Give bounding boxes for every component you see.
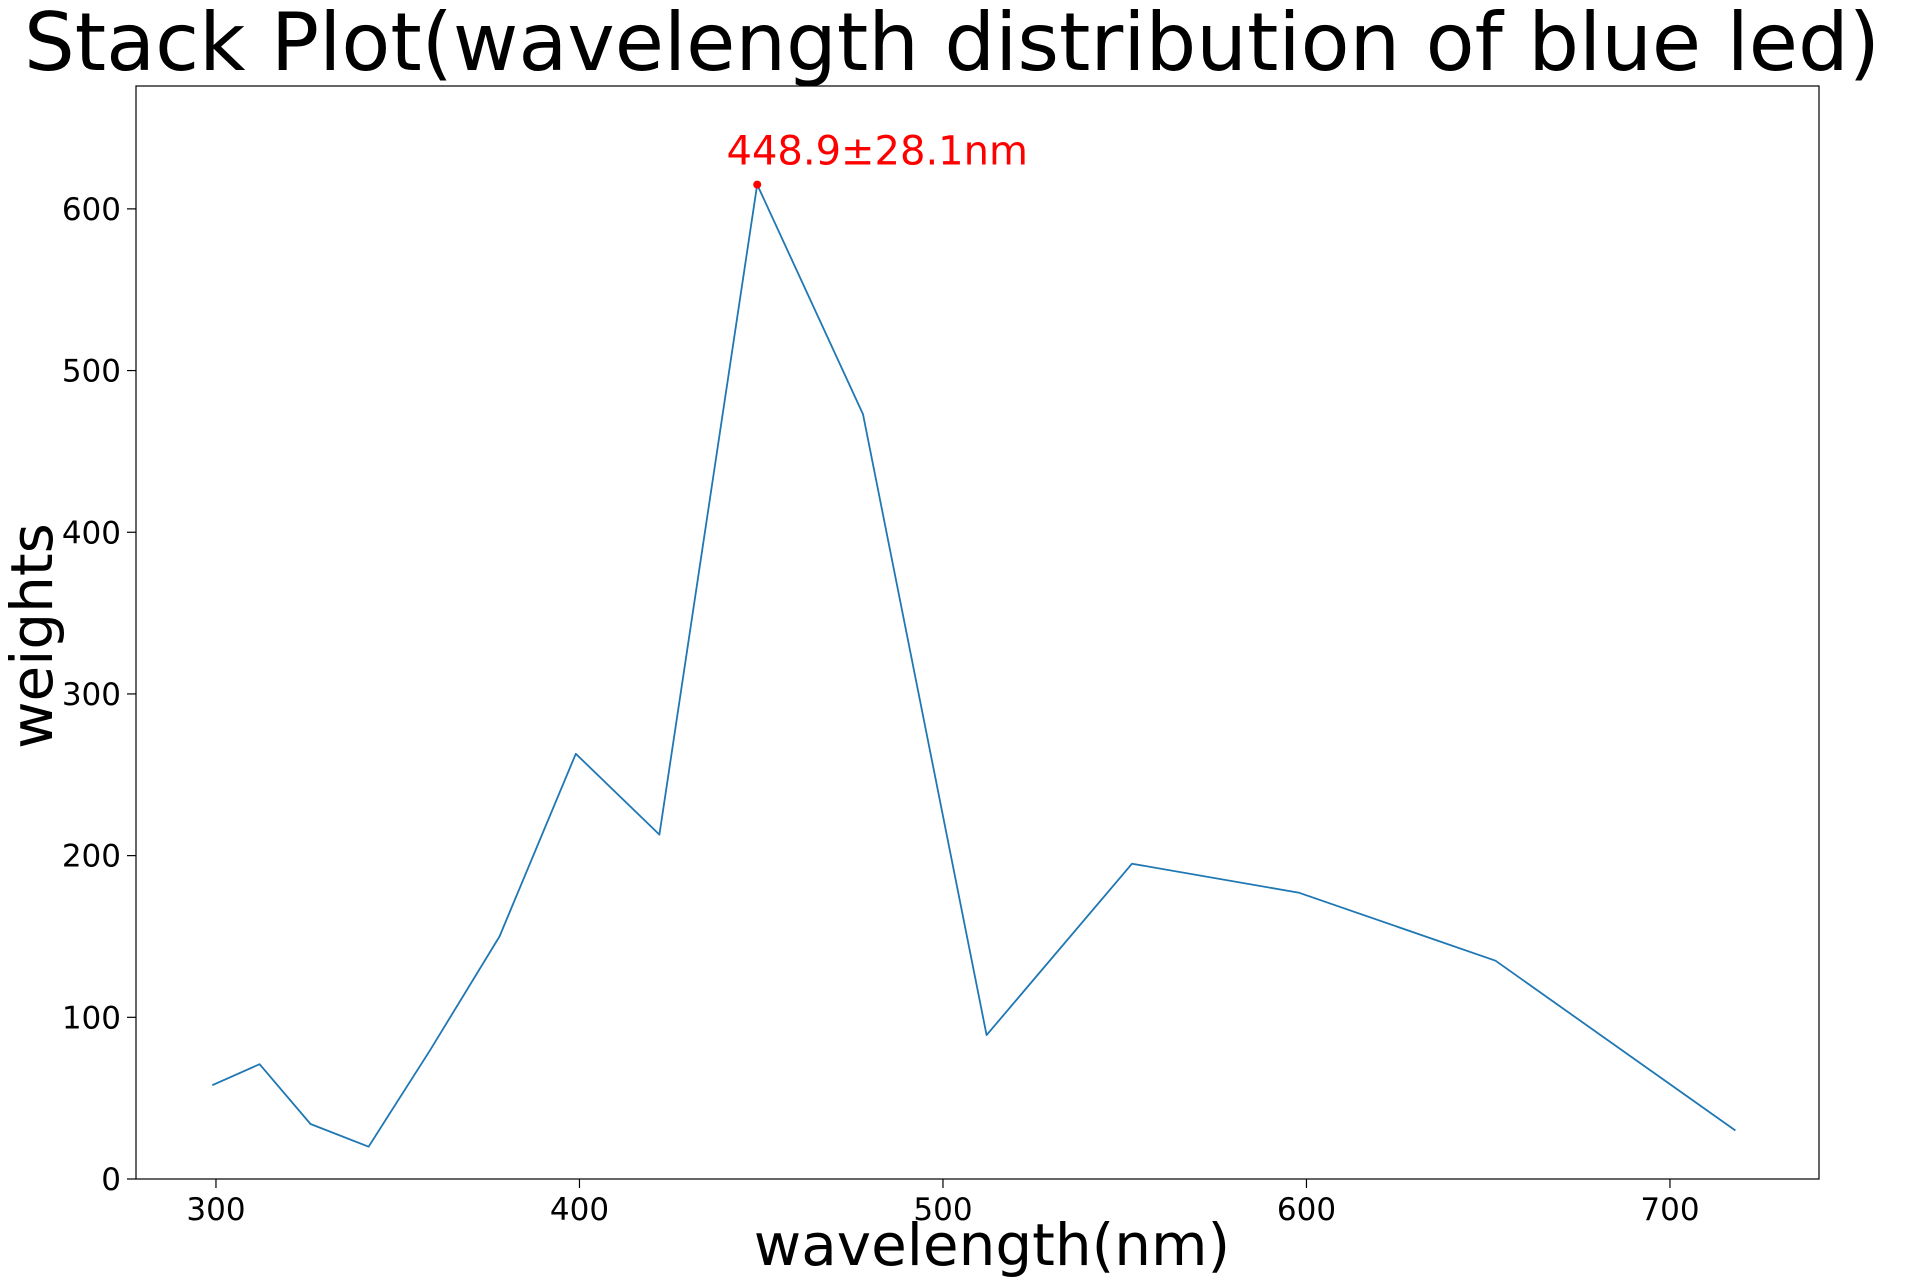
series-line bbox=[211, 183, 1736, 1148]
x-tick-label: 500 bbox=[913, 1192, 972, 1228]
y-tick-label: 100 bbox=[62, 1000, 121, 1036]
y-axis-ticks: 0 100 200 300 400 500 600 bbox=[62, 192, 136, 1198]
series-layer bbox=[211, 183, 1736, 1148]
x-tick-label: 600 bbox=[1277, 1192, 1336, 1228]
annotation-layer: 448.9±28.1nm bbox=[727, 129, 1028, 189]
y-tick-label: 300 bbox=[62, 677, 121, 713]
peak-marker bbox=[753, 180, 762, 189]
y-tick-label: 200 bbox=[62, 839, 121, 875]
x-axis-title: wavelength(nm) bbox=[754, 1211, 1230, 1278]
y-tick-label: 400 bbox=[62, 515, 121, 551]
plot-frame bbox=[135, 85, 1820, 1180]
y-tick-label: 500 bbox=[62, 354, 121, 390]
x-tick-label: 300 bbox=[186, 1192, 245, 1228]
y-tick-label: 600 bbox=[62, 192, 121, 228]
x-axis-ticks: 300 400 500 600 700 bbox=[186, 1179, 1700, 1228]
chart-title: Stack Plot(wavelength distribution of bl… bbox=[24, 0, 1880, 89]
x-tick-label: 400 bbox=[550, 1192, 609, 1228]
y-tick-label: 0 bbox=[101, 1162, 121, 1198]
x-tick-label: 700 bbox=[1640, 1192, 1699, 1228]
peak-annotation: 448.9±28.1nm bbox=[727, 129, 1028, 175]
y-axis-title: weights bbox=[0, 523, 66, 749]
plot-area bbox=[135, 85, 1820, 1180]
